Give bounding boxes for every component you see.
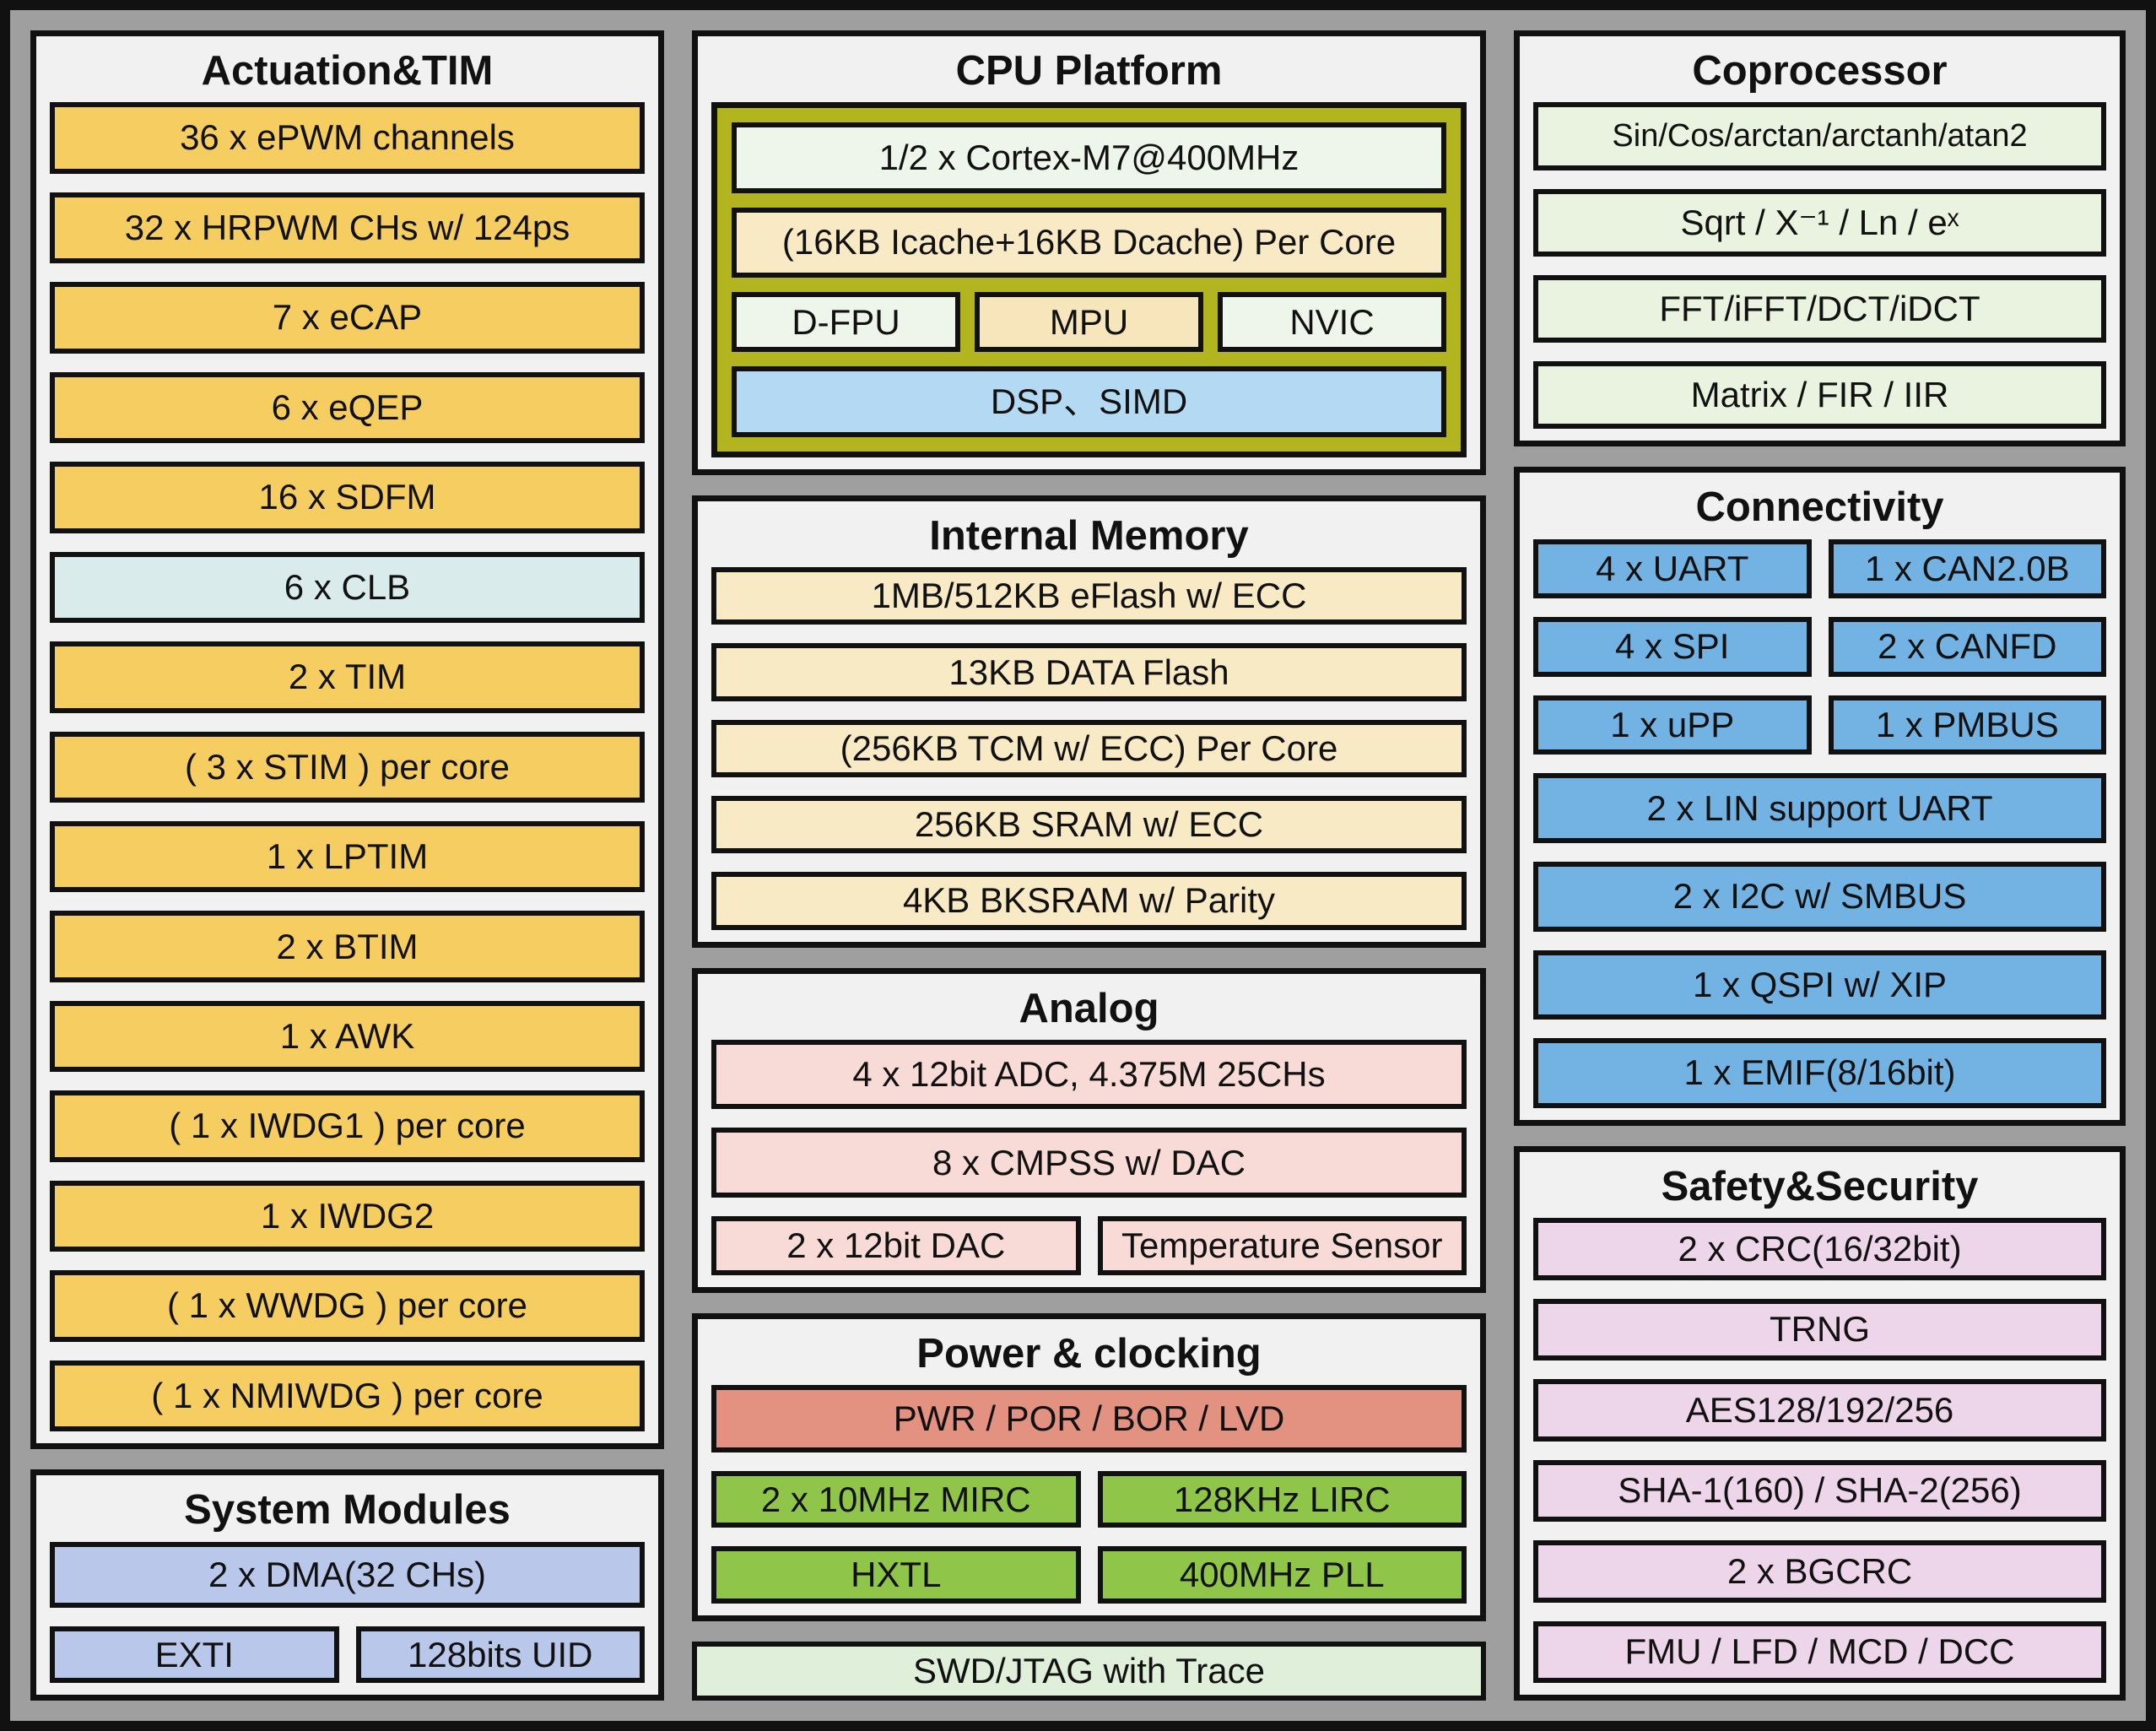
block-bksram: 4KB BKSRAM w/ Parity bbox=[711, 872, 1467, 930]
block-i2c-smbus: 2 x I2C w/ SMBUS bbox=[1533, 862, 2106, 932]
left-column: Actuation&TIM 36 x ePWM channels 32 x HR… bbox=[30, 30, 664, 1701]
section-system-modules: System Modules 2 x DMA(32 CHs) EXTI 128b… bbox=[30, 1469, 664, 1701]
block-swd-jtag: SWD/JTAG with Trace bbox=[692, 1642, 1486, 1701]
section-title-power-clocking: Power & clocking bbox=[916, 1331, 1262, 1377]
block-fft-dct: FFT/iFFT/DCT/iDCT bbox=[1533, 274, 2106, 343]
block-qspi-xip: 1 x QSPI w/ XIP bbox=[1533, 949, 2106, 1020]
block-nvic: NVIC bbox=[1218, 292, 1446, 353]
section-title-system-modules: System Modules bbox=[184, 1487, 511, 1534]
power-rows: PWR / POR / BOR / LVD 2 x 10MHz MIRC 128… bbox=[711, 1385, 1467, 1604]
connectivity-pair-row: 1 x uPP 1 x PMBUS bbox=[1533, 695, 2106, 755]
block-temp-sensor: Temperature Sensor bbox=[1097, 1215, 1467, 1276]
block-matrix-fir-iir: Matrix / FIR / IIR bbox=[1533, 361, 2106, 430]
block-can20b: 1 x CAN2.0B bbox=[1828, 538, 2106, 599]
block-cortex-core: 1/2 x Cortex-M7@400MHz bbox=[732, 122, 1446, 193]
block-spi: 4 x SPI bbox=[1533, 617, 1812, 677]
block-dma: 2 x DMA(32 CHs) bbox=[50, 1541, 645, 1609]
block-crc: 2 x CRC(16/32bit) bbox=[1533, 1218, 2106, 1280]
block-lptim: 1 x LPTIM bbox=[50, 820, 645, 893]
safety-rows: 2 x CRC(16/32bit) TRNG AES128/192/256 SH… bbox=[1533, 1218, 2106, 1684]
section-internal-memory: Internal Memory 1MB/512KB eFlash w/ ECC … bbox=[692, 495, 1486, 948]
block-eflash: 1MB/512KB eFlash w/ ECC bbox=[711, 567, 1467, 625]
block-dsp-simd: DSP、SIMD bbox=[732, 366, 1446, 437]
block-uart: 4 x UART bbox=[1533, 538, 1812, 599]
block-fmu-lfd-mcd-dcc: FMU / LFD / MCD / DCC bbox=[1533, 1620, 2106, 1684]
block-btim: 2 x BTIM bbox=[50, 911, 645, 982]
block-aes: AES128/192/256 bbox=[1533, 1379, 2106, 1442]
analog-rows: 4 x 12bit ADC, 4.375M 25CHs 8 x CMPSS w/… bbox=[711, 1040, 1467, 1276]
block-sha: SHA-1(160) / SHA-2(256) bbox=[1533, 1459, 2106, 1523]
block-ecap: 7 x eCAP bbox=[50, 282, 645, 354]
block-lirc: 128KHz LIRC bbox=[1097, 1470, 1467, 1528]
section-safety-security: Safety&Security 2 x CRC(16/32bit) TRNG A… bbox=[1514, 1145, 2126, 1701]
block-exti: EXTI bbox=[50, 1626, 339, 1683]
block-data-flash: 13KB DATA Flash bbox=[711, 643, 1467, 701]
block-tim: 2 x TIM bbox=[50, 641, 645, 713]
power-row-osc: 2 x 10MHz MIRC 128KHz LIRC bbox=[711, 1470, 1467, 1528]
block-hxtl: HXTL bbox=[711, 1546, 1081, 1604]
actuation-rows: 36 x ePWM channels 32 x HRPWM CHs w/ 124… bbox=[50, 102, 645, 1432]
system-modules-rows: 2 x DMA(32 CHs) EXTI 128bits UID bbox=[50, 1541, 645, 1683]
block-pll: 400MHz PLL bbox=[1097, 1546, 1467, 1604]
block-awk: 1 x AWK bbox=[50, 1000, 645, 1073]
section-title-analog: Analog bbox=[1019, 985, 1159, 1031]
connectivity-rows: 4 x UART 1 x CAN2.0B 4 x SPI 2 x CANFD 1… bbox=[1533, 538, 2106, 1108]
block-iwdg2: 1 x IWDG2 bbox=[50, 1180, 645, 1252]
internal-memory-rows: 1MB/512KB eFlash w/ ECC 13KB DATA Flash … bbox=[711, 567, 1467, 930]
coprocessor-rows: Sin/Cos/arctan/arctanh/atan2 Sqrt / X⁻¹ … bbox=[1533, 102, 2106, 430]
block-hrpwm: 32 x HRPWM CHs w/ 124ps bbox=[50, 192, 645, 264]
section-coprocessor: Coprocessor Sin/Cos/arctan/arctanh/atan2… bbox=[1514, 30, 2126, 447]
block-pwr-por-bor-lvd: PWR / POR / BOR / LVD bbox=[711, 1385, 1467, 1452]
section-title-connectivity: Connectivity bbox=[1695, 484, 1944, 531]
block-stim: ( 3 x STIM ) per core bbox=[50, 731, 645, 803]
block-mirc: 2 x 10MHz MIRC bbox=[711, 1470, 1081, 1528]
block-nmiwdg: ( 1 x NMIWDG ) per core bbox=[50, 1360, 645, 1432]
cpu-subblocks-row: D-FPU MPU NVIC bbox=[732, 292, 1446, 353]
block-sqrt-ln-exp: Sqrt / X⁻¹ / Ln / eˣ bbox=[1533, 188, 2106, 257]
block-epwm-channels: 36 x ePWM channels bbox=[50, 102, 645, 174]
right-column: Coprocessor Sin/Cos/arctan/arctanh/atan2… bbox=[1514, 30, 2126, 1701]
block-pmbus: 1 x PMBUS bbox=[1828, 695, 2106, 755]
block-upp: 1 x uPP bbox=[1533, 695, 1812, 755]
block-sram: 256KB SRAM w/ ECC bbox=[711, 796, 1467, 854]
section-connectivity: Connectivity 4 x UART 1 x CAN2.0B 4 x SP… bbox=[1514, 467, 2126, 1126]
block-iwdg1: ( 1 x IWDG1 ) per core bbox=[50, 1090, 645, 1162]
block-wwdg: ( 1 x WWDG ) per core bbox=[50, 1270, 645, 1342]
block-canfd: 2 x CANFD bbox=[1828, 617, 2106, 677]
section-analog: Analog 4 x 12bit ADC, 4.375M 25CHs 8 x C… bbox=[692, 967, 1486, 1294]
block-dfpu: D-FPU bbox=[732, 292, 960, 353]
block-tcm: (256KB TCM w/ ECC) Per Core bbox=[711, 719, 1467, 778]
middle-column: CPU Platform 1/2 x Cortex-M7@400MHz (16K… bbox=[692, 30, 1486, 1701]
section-title-coprocessor: Coprocessor bbox=[1692, 48, 1948, 94]
section-title-actuation-tim: Actuation&TIM bbox=[201, 48, 494, 94]
block-lin-uart: 2 x LIN support UART bbox=[1533, 773, 2106, 844]
system-modules-bottom-row: EXTI 128bits UID bbox=[50, 1626, 645, 1683]
section-title-internal-memory: Internal Memory bbox=[929, 512, 1249, 559]
block-trig-functions: Sin/Cos/arctan/arctanh/atan2 bbox=[1533, 102, 2106, 170]
block-sdfm: 16 x SDFM bbox=[50, 462, 645, 533]
section-power-clocking: Power & clocking PWR / POR / BOR / LVD 2… bbox=[692, 1313, 1486, 1621]
section-cpu-platform: CPU Platform 1/2 x Cortex-M7@400MHz (16K… bbox=[692, 30, 1486, 475]
section-title-cpu-platform: CPU Platform bbox=[955, 48, 1223, 94]
section-actuation-tim: Actuation&TIM 36 x ePWM channels 32 x HR… bbox=[30, 30, 664, 1450]
analog-bottom-row: 2 x 12bit DAC Temperature Sensor bbox=[711, 1215, 1467, 1276]
section-title-safety-security: Safety&Security bbox=[1661, 1163, 1979, 1209]
block-eqep: 6 x eQEP bbox=[50, 371, 645, 444]
connectivity-pair-row: 4 x SPI 2 x CANFD bbox=[1533, 617, 2106, 677]
block-trng: TRNG bbox=[1533, 1298, 2106, 1361]
block-adc: 4 x 12bit ADC, 4.375M 25CHs bbox=[711, 1040, 1467, 1110]
block-bgcrc: 2 x BGCRC bbox=[1533, 1540, 2106, 1603]
block-clb: 6 x CLB bbox=[50, 551, 645, 624]
block-cmpss: 8 x CMPSS w/ DAC bbox=[711, 1128, 1467, 1198]
block-cache: (16KB Icache+16KB Dcache) Per Core bbox=[732, 207, 1446, 279]
cpu-core-container: 1/2 x Cortex-M7@400MHz (16KB Icache+16KB… bbox=[711, 102, 1467, 457]
block-emif: 1 x EMIF(8/16bit) bbox=[1533, 1038, 2106, 1108]
connectivity-pair-row: 4 x UART 1 x CAN2.0B bbox=[1533, 538, 2106, 599]
block-mpu: MPU bbox=[975, 292, 1203, 353]
block-uid: 128bits UID bbox=[355, 1626, 645, 1683]
power-row-pll: HXTL 400MHz PLL bbox=[711, 1546, 1467, 1604]
block-dac: 2 x 12bit DAC bbox=[711, 1215, 1081, 1276]
